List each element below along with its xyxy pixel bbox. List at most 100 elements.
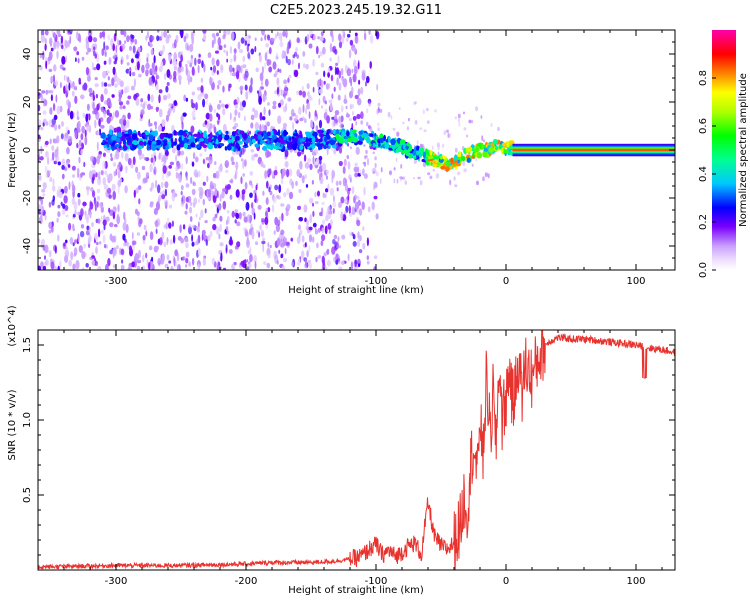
noise-speckle bbox=[287, 77, 290, 83]
noise-speckle bbox=[166, 236, 169, 246]
noise-speckle bbox=[196, 238, 199, 245]
noise-speckle bbox=[236, 241, 241, 248]
noise-speckle bbox=[332, 238, 336, 245]
noise-speckle bbox=[179, 224, 182, 234]
noise-speckle bbox=[229, 58, 233, 63]
noise-speckle bbox=[39, 53, 42, 59]
x-tick-label: -300 bbox=[105, 276, 128, 287]
noise-speckle bbox=[274, 184, 279, 191]
noise-speckle bbox=[161, 253, 165, 262]
snr-line-layer bbox=[38, 330, 675, 570]
noise-speckle bbox=[301, 235, 305, 243]
ridge-blob bbox=[116, 137, 121, 143]
noise-speckle bbox=[294, 51, 298, 57]
noise-speckle bbox=[93, 67, 97, 71]
noise-speckle bbox=[202, 158, 205, 165]
noise-speckle bbox=[317, 255, 322, 259]
noise-speckle bbox=[302, 51, 306, 57]
noise-speckle bbox=[106, 109, 110, 116]
noise-speckle bbox=[61, 173, 65, 180]
noise-speckle bbox=[321, 234, 326, 242]
noise-speckle bbox=[210, 66, 213, 71]
noise-speckle bbox=[308, 226, 313, 231]
noise-speckle bbox=[86, 125, 90, 132]
noise-speckle bbox=[301, 250, 305, 259]
ridge-blob bbox=[311, 136, 316, 143]
noise-speckle bbox=[64, 165, 67, 172]
noise-speckle bbox=[354, 162, 358, 167]
noise-speckle bbox=[239, 101, 243, 107]
noise-speckle bbox=[61, 158, 66, 167]
noise-speckle bbox=[222, 200, 227, 210]
noise-speckle bbox=[85, 263, 89, 268]
noise-speckle bbox=[325, 175, 329, 180]
noise-speckle bbox=[42, 110, 47, 115]
noise-speckle bbox=[203, 235, 207, 240]
ridge-blob bbox=[273, 145, 278, 150]
noise-speckle bbox=[62, 203, 66, 209]
noise-speckle bbox=[211, 81, 215, 91]
noise-speckle bbox=[141, 165, 146, 171]
noise-speckle bbox=[118, 161, 122, 168]
noise-speckle bbox=[67, 135, 73, 144]
noise-speckle bbox=[266, 50, 270, 55]
noise-speckle bbox=[92, 37, 98, 43]
steady-tone-band bbox=[512, 148, 675, 152]
noise-speckle bbox=[318, 98, 321, 106]
noise-speckle bbox=[219, 64, 224, 74]
noise-speckle bbox=[142, 235, 146, 241]
noise-speckle bbox=[305, 63, 309, 70]
noise-speckle bbox=[155, 179, 158, 189]
noise-speckle bbox=[315, 45, 319, 55]
noise-speckle bbox=[490, 122, 493, 128]
noise-speckle bbox=[454, 184, 458, 188]
noise-speckle bbox=[149, 187, 153, 192]
noise-speckle bbox=[333, 234, 338, 240]
x-tick-label: -200 bbox=[235, 576, 258, 587]
ridge-blob bbox=[391, 143, 397, 150]
noise-speckle bbox=[379, 178, 382, 185]
noise-speckle bbox=[130, 34, 135, 39]
noise-speckle bbox=[165, 150, 169, 157]
noise-speckle bbox=[395, 157, 398, 163]
noise-speckle bbox=[163, 155, 167, 164]
noise-speckle bbox=[297, 151, 302, 157]
ridge-blob bbox=[286, 144, 293, 149]
noise-speckle bbox=[89, 201, 94, 210]
ridge-blob bbox=[226, 144, 232, 151]
noise-speckle bbox=[158, 94, 161, 104]
noise-speckle bbox=[100, 124, 105, 129]
noise-speckle bbox=[202, 181, 206, 186]
noise-speckle bbox=[308, 43, 313, 49]
noise-speckle bbox=[163, 241, 167, 248]
noise-speckle bbox=[261, 30, 265, 36]
ridge-blob bbox=[262, 130, 267, 134]
noise-speckle bbox=[83, 161, 86, 168]
noise-speckle bbox=[102, 152, 106, 157]
noise-speckle bbox=[85, 66, 90, 76]
noise-speckle bbox=[109, 112, 112, 118]
noise-speckle bbox=[191, 110, 196, 118]
ridge-blob bbox=[432, 163, 438, 168]
noise-speckle bbox=[57, 234, 60, 242]
noise-speckle bbox=[366, 76, 370, 84]
noise-speckle bbox=[216, 59, 220, 67]
noise-speckle bbox=[462, 111, 466, 115]
noise-speckle bbox=[194, 57, 197, 66]
noise-speckle bbox=[63, 242, 66, 247]
noise-speckle bbox=[345, 205, 349, 213]
noise-speckle bbox=[218, 203, 222, 211]
ridge-blob bbox=[303, 136, 307, 140]
ridge-blob bbox=[148, 134, 154, 141]
noise-speckle bbox=[143, 157, 147, 161]
noise-speckle bbox=[91, 61, 94, 71]
noise-speckle bbox=[242, 100, 246, 108]
noise-speckle bbox=[268, 186, 271, 193]
ridge-blob bbox=[358, 130, 364, 135]
colorbar-label: Normalized spectral amplitude bbox=[738, 73, 749, 227]
noise-speckle bbox=[47, 157, 50, 165]
noise-speckle bbox=[250, 122, 254, 129]
ridge-blob bbox=[449, 164, 453, 170]
noise-speckle bbox=[57, 33, 62, 38]
noise-speckle bbox=[249, 130, 251, 135]
